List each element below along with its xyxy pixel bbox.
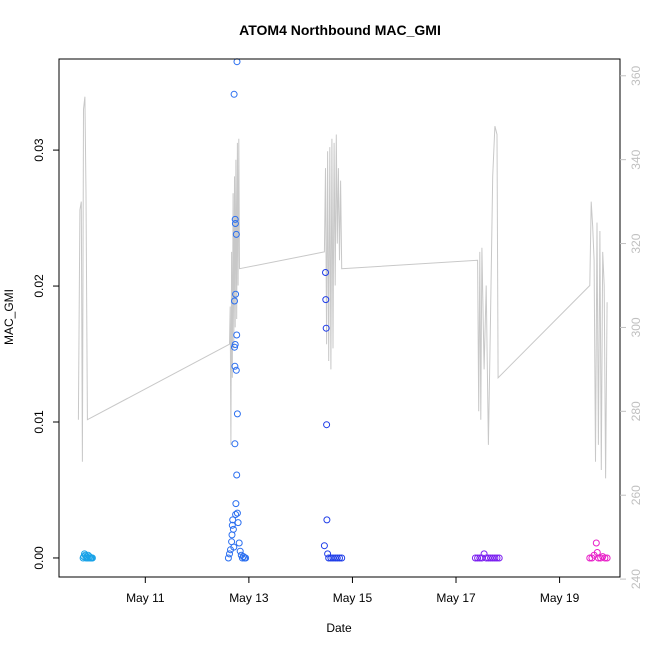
secondary-line-layer — [77, 96, 608, 479]
data-point — [233, 509, 241, 517]
data-point — [491, 554, 499, 562]
y2-tick-label: 360 — [629, 65, 643, 85]
points-layer — [79, 58, 611, 562]
data-point — [236, 547, 244, 555]
data-point — [480, 550, 488, 558]
data-point — [231, 220, 239, 227]
data-point — [228, 521, 236, 529]
data-point — [232, 511, 240, 518]
x-axis-label: Date — [326, 621, 352, 635]
data-point — [323, 421, 331, 429]
data-point — [238, 554, 246, 562]
data-point — [233, 58, 241, 66]
x-axis: May 11 May 13 May 15 May 17 May 19 — [126, 577, 580, 605]
data-point — [322, 324, 330, 332]
data-point — [226, 550, 233, 558]
data-point — [88, 554, 96, 562]
y2-tick-label: 240 — [629, 569, 643, 589]
y-axis-label: MAC_GMI — [2, 289, 16, 345]
data-point — [242, 554, 250, 562]
data-point — [232, 366, 240, 374]
data-point — [493, 554, 501, 562]
data-point — [229, 525, 237, 533]
y-axis: 0.00 0.01 0.02 0.03 — [32, 138, 59, 570]
data-point — [603, 554, 611, 562]
data-point — [231, 440, 239, 448]
x-tick-label: May 17 — [436, 591, 476, 605]
data-point — [231, 341, 239, 348]
data-point — [231, 362, 239, 370]
data-point — [231, 343, 238, 351]
y-tick-label: 0.00 — [32, 546, 46, 570]
data-point — [320, 542, 328, 550]
data-point — [233, 471, 241, 479]
x-tick-label: May 11 — [126, 591, 165, 605]
y-tick-label: 0.02 — [32, 274, 46, 298]
data-point — [232, 230, 240, 238]
x-tick-label: May 19 — [540, 591, 580, 605]
y2-tick-label: 260 — [629, 485, 643, 505]
data-point — [232, 290, 240, 298]
y2-tick-label: 300 — [629, 317, 643, 337]
secondary-series-line — [77, 96, 608, 479]
x-tick-label: May 15 — [333, 591, 373, 605]
data-point — [324, 550, 332, 558]
y2-tick-label: 320 — [629, 233, 643, 253]
data-point — [229, 516, 237, 524]
data-point — [333, 554, 341, 562]
data-point — [323, 516, 331, 524]
data-point — [230, 90, 238, 98]
data-point — [235, 539, 243, 547]
data-point — [231, 215, 239, 223]
data-point — [338, 554, 346, 562]
y-tick-label: 0.03 — [32, 138, 46, 162]
chart-title: ATOM4 Northbound MAC_GMI — [239, 22, 441, 38]
data-point — [234, 519, 242, 527]
data-point — [231, 297, 238, 305]
data-point — [233, 410, 241, 418]
data-point — [233, 331, 241, 339]
data-point — [474, 554, 482, 562]
data-point — [322, 269, 329, 276]
plot-frame — [58, 58, 621, 578]
y2-tick-label: 340 — [629, 149, 643, 169]
y2-tick-label: 280 — [629, 401, 643, 421]
data-point — [232, 500, 240, 508]
data-point — [601, 554, 609, 562]
data-point — [495, 554, 503, 562]
y-tick-label: 0.01 — [32, 410, 46, 434]
data-point — [592, 539, 600, 547]
data-point — [224, 554, 232, 562]
data-point — [336, 554, 343, 562]
data-point — [322, 296, 330, 304]
x-tick-label: May 13 — [229, 591, 269, 605]
data-point — [230, 543, 238, 551]
secondary-y-axis: 240 260 280 300 320 340 360 — [620, 65, 643, 589]
